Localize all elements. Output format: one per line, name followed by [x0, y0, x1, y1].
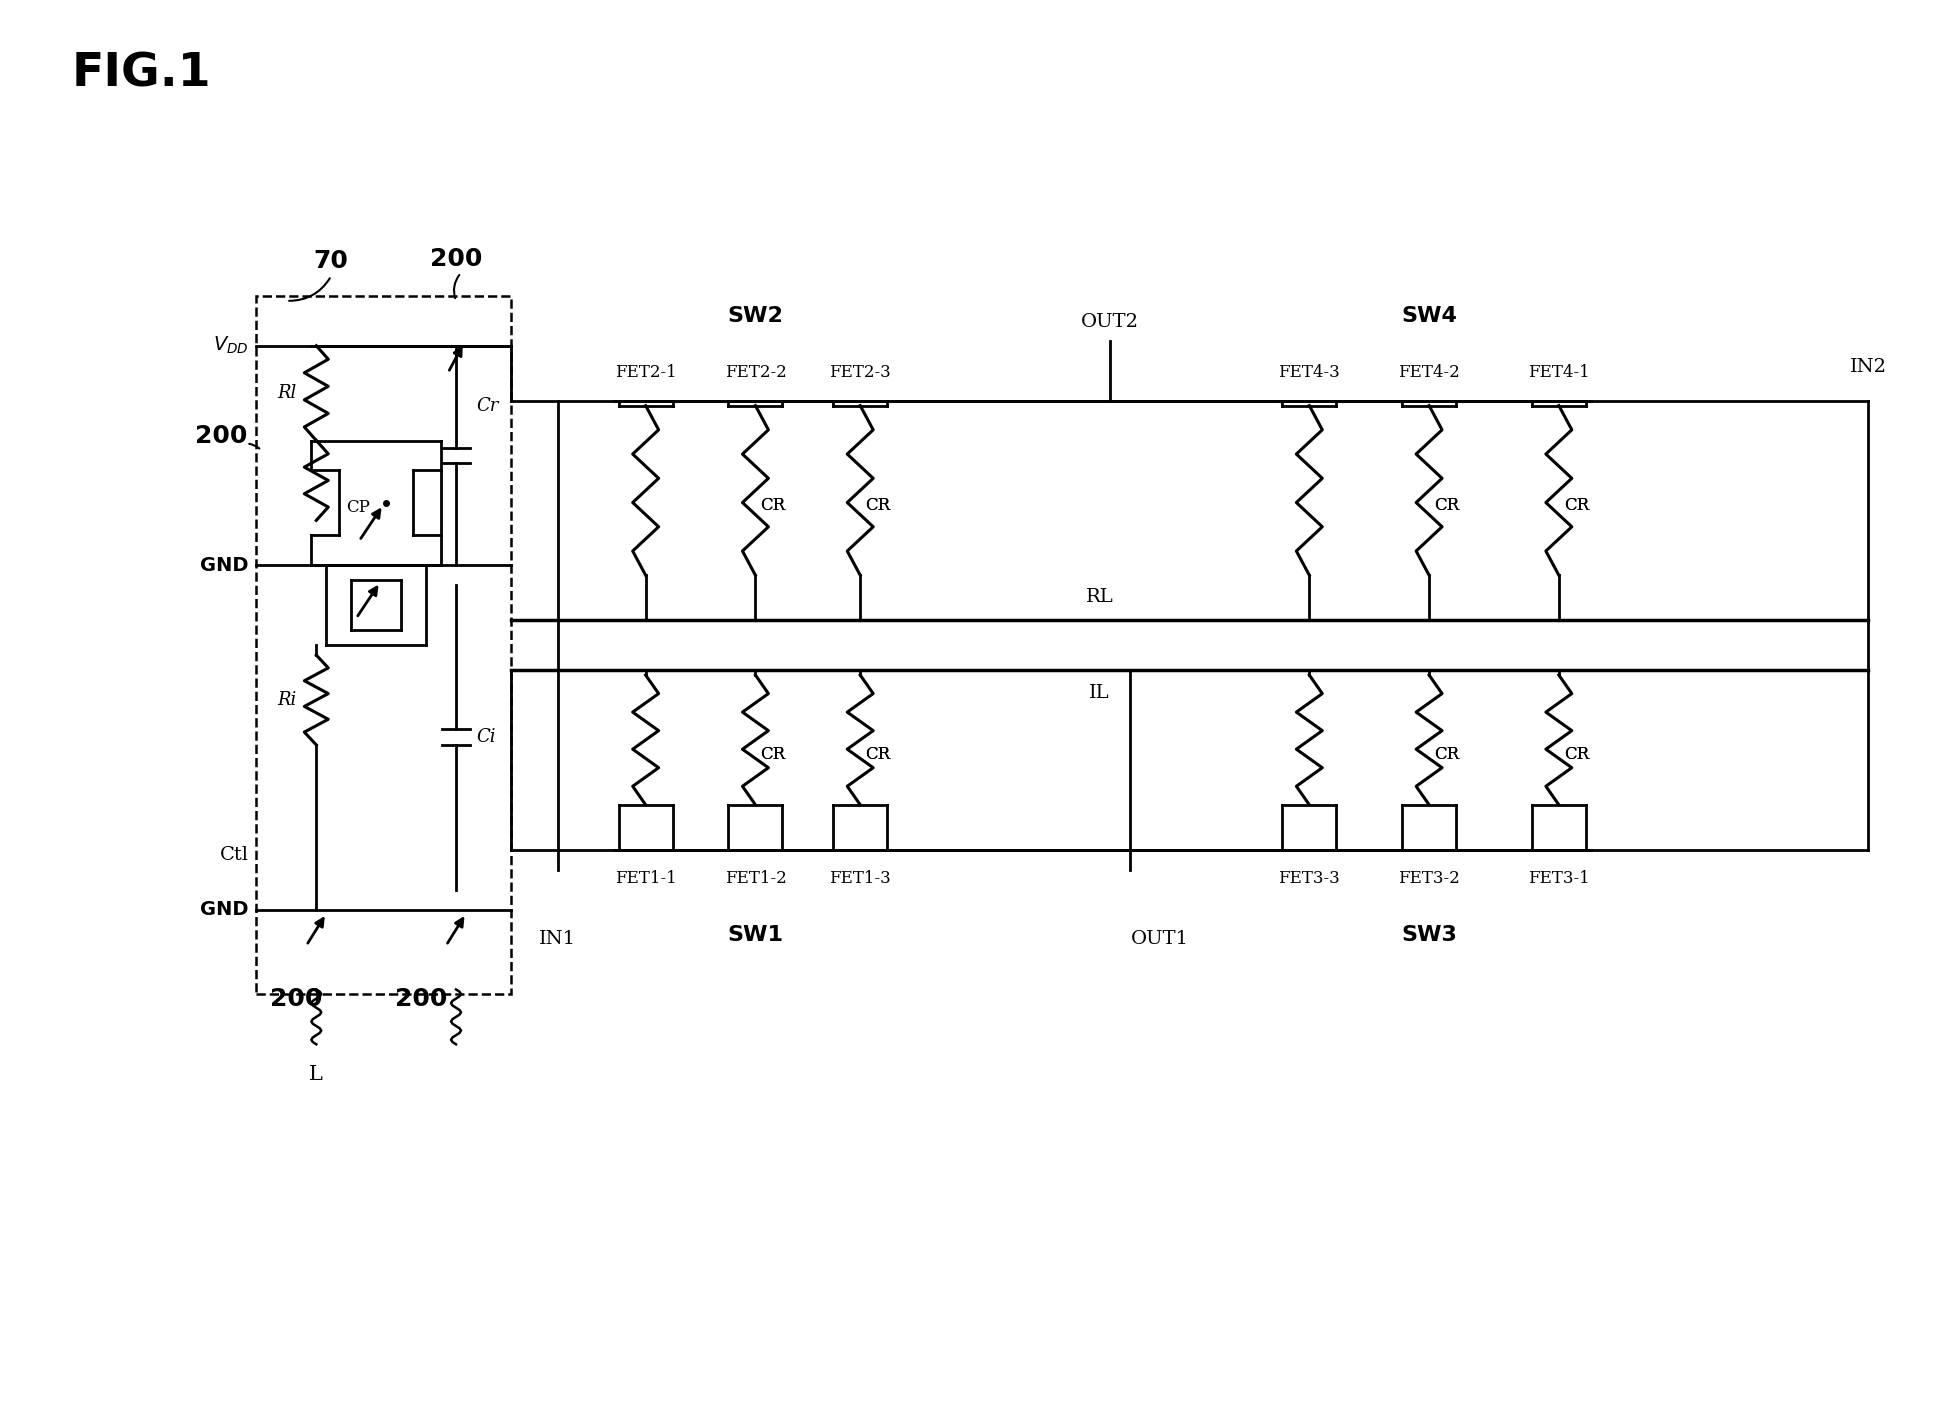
Text: FET4-1: FET4-1 [1528, 364, 1589, 381]
Text: CR: CR [1435, 746, 1458, 763]
Text: FET1-3: FET1-3 [829, 870, 892, 887]
Bar [257, 296, 510, 995]
Text: SW3: SW3 [1402, 924, 1456, 944]
Text: 200: 200 [430, 247, 483, 271]
Text: CR: CR [1563, 746, 1589, 763]
Text: CP: CP [347, 499, 370, 517]
Text: Rl: Rl [276, 384, 296, 402]
Text: OUT2: OUT2 [1081, 313, 1139, 330]
Text: CR: CR [1435, 746, 1458, 763]
Text: CR: CR [761, 746, 785, 763]
Text: FET3-2: FET3-2 [1398, 870, 1460, 887]
Text: CR: CR [761, 746, 785, 763]
Text: SW2: SW2 [728, 306, 783, 326]
Text: FET2-2: FET2-2 [724, 364, 787, 381]
Text: GND: GND [201, 556, 249, 575]
Text: Cr: Cr [475, 396, 498, 414]
Text: CR: CR [864, 746, 890, 763]
Text: RL: RL [1086, 589, 1114, 606]
Text: CR: CR [1563, 497, 1589, 514]
Text: CR: CR [1563, 497, 1589, 514]
Text: GND: GND [201, 901, 249, 919]
Text: Ci: Ci [475, 728, 495, 746]
Text: IN1: IN1 [539, 930, 576, 947]
Text: 70: 70 [313, 249, 349, 273]
Text: CR: CR [761, 497, 785, 514]
Text: 200: 200 [395, 988, 448, 1012]
Text: Ctl: Ctl [220, 846, 249, 864]
Text: FET2-1: FET2-1 [615, 364, 676, 381]
Text: 200: 200 [271, 988, 323, 1012]
Text: CR: CR [864, 746, 890, 763]
Text: FET4-3: FET4-3 [1279, 364, 1340, 381]
Text: SW1: SW1 [728, 924, 783, 944]
Text: IL: IL [1090, 684, 1110, 702]
Text: FET2-3: FET2-3 [829, 364, 892, 381]
Text: CR: CR [864, 497, 890, 514]
Text: CR: CR [864, 497, 890, 514]
Text: CR: CR [1435, 497, 1458, 514]
Text: FET1-1: FET1-1 [615, 870, 676, 887]
Text: IN2: IN2 [1850, 358, 1887, 375]
Text: 200: 200 [195, 423, 247, 448]
Text: FET1-2: FET1-2 [724, 870, 787, 887]
Text: CR: CR [761, 497, 785, 514]
Text: CR: CR [1435, 497, 1458, 514]
Text: L: L [310, 1065, 323, 1083]
Text: FET3-3: FET3-3 [1279, 870, 1340, 887]
Text: FET3-1: FET3-1 [1528, 870, 1589, 887]
Text: Ri: Ri [276, 691, 296, 710]
Text: CR: CR [1563, 746, 1589, 763]
Text: FIG.1: FIG.1 [72, 52, 212, 97]
Text: SW4: SW4 [1402, 306, 1456, 326]
Text: $V_{DD}$: $V_{DD}$ [212, 334, 249, 357]
Text: OUT1: OUT1 [1131, 930, 1188, 947]
Text: FET4-2: FET4-2 [1398, 364, 1460, 381]
